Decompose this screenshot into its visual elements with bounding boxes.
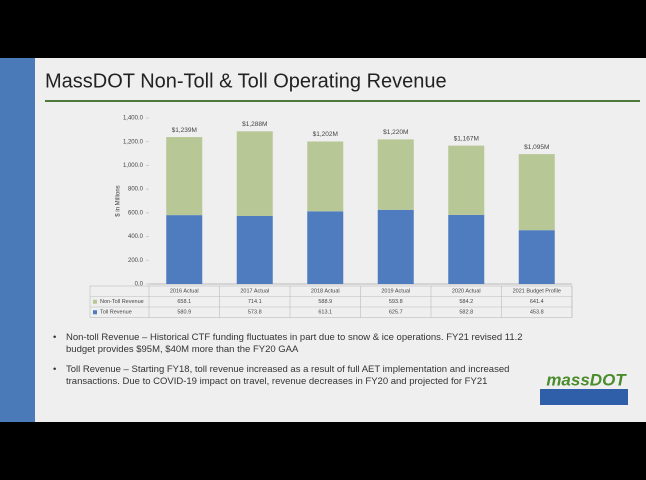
y-tick-label: 1,200.0 (123, 139, 144, 145)
table-value: 453.8 (530, 310, 544, 316)
bar-segment (236, 131, 273, 216)
bar-segment (307, 141, 344, 212)
y-tick-label: 1,400.0 (123, 116, 144, 122)
y-tick-label: 1,000.0 (123, 163, 144, 169)
table-value: 613.1 (318, 310, 332, 316)
table-value: 625.7 (389, 310, 403, 316)
x-tick-label: 2019 Actual (381, 289, 410, 295)
y-tick-label: 200.0 (128, 258, 144, 264)
table-value: 582.8 (459, 310, 473, 316)
legend-swatch (93, 310, 97, 315)
bar-segment (518, 230, 555, 284)
total-label: $1,202M (313, 131, 338, 138)
y-tick-label: 800.0 (128, 187, 144, 193)
x-tick-label: 2020 Actual (452, 289, 481, 295)
bar-segment (236, 215, 273, 284)
bar-segment (448, 145, 485, 215)
total-label: $1,239M (172, 127, 197, 134)
x-tick-label: 2016 Actual (170, 289, 199, 295)
bar-segment (448, 214, 485, 284)
bar-segment (307, 211, 344, 284)
bar-segment (377, 209, 414, 284)
x-tick-label: 2021 Budget Profile (513, 289, 561, 295)
table-value: 580.9 (177, 310, 191, 316)
logo-bar (540, 389, 628, 405)
table-value: 584.2 (459, 299, 473, 305)
y-tick-label: 0.0 (135, 282, 144, 288)
side-strip (0, 58, 35, 422)
table-value: 573.8 (248, 310, 262, 316)
legend-label: Non-Toll Revenue (100, 299, 144, 305)
total-label: $1,288M (242, 121, 267, 128)
y-tick-label: 400.0 (128, 234, 144, 240)
table-value: 641.4 (530, 299, 544, 305)
logo: massDOT (546, 370, 627, 389)
legend-swatch (93, 299, 97, 304)
bar-segment (518, 154, 555, 231)
table-value: 658.1 (177, 299, 191, 305)
bar-segment (166, 137, 203, 216)
table-value: 714.1 (248, 299, 262, 305)
table-value: 593.8 (389, 299, 403, 305)
total-label: $1,220M (383, 129, 408, 136)
bar-segment (166, 215, 203, 284)
total-label: $1,167M (454, 135, 479, 142)
total-label: $1,095M (524, 144, 549, 151)
y-axis-label: $ in Millions (116, 185, 122, 216)
legend-label: Toll Revenue (100, 310, 132, 316)
y-tick-label: 600.0 (128, 210, 144, 216)
bar-segment (377, 139, 414, 210)
x-tick-label: 2017 Actual (240, 289, 269, 295)
bullet: Non-toll Revenue – Historical CTF fundin… (53, 332, 536, 356)
slide-title: MassDOT Non-Toll & Toll Operating Revenu… (45, 70, 447, 92)
x-tick-label: 2018 Actual (311, 289, 340, 295)
table-value: 588.9 (318, 299, 332, 305)
bullet: Toll Revenue – Starting FY18, toll reven… (53, 364, 536, 388)
